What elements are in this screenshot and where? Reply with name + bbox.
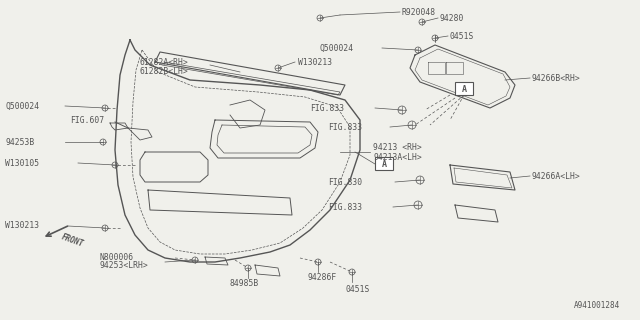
Text: 94213 <RH>: 94213 <RH> — [373, 142, 422, 151]
Text: 94253B: 94253B — [5, 138, 35, 147]
Text: 94280: 94280 — [440, 13, 465, 22]
Text: 94266B<RH>: 94266B<RH> — [532, 74, 580, 83]
FancyBboxPatch shape — [375, 157, 393, 170]
Text: FIG.833: FIG.833 — [328, 203, 362, 212]
Text: W130213: W130213 — [5, 221, 39, 230]
Text: W130105: W130105 — [5, 158, 39, 167]
Text: FRONT: FRONT — [60, 232, 85, 248]
Text: Q500024: Q500024 — [320, 44, 354, 52]
Text: 94266A<LH>: 94266A<LH> — [532, 172, 580, 180]
Text: R920048: R920048 — [402, 7, 436, 17]
Text: 0451S: 0451S — [450, 31, 474, 41]
Text: W130213: W130213 — [298, 58, 332, 67]
Text: FIG.833: FIG.833 — [310, 103, 344, 113]
FancyBboxPatch shape — [455, 82, 473, 95]
Text: FIG.830: FIG.830 — [328, 178, 362, 187]
Text: 0451S: 0451S — [345, 284, 369, 293]
Text: N800006: N800006 — [100, 252, 134, 261]
Text: A: A — [381, 159, 387, 169]
Text: 61282B<LH>: 61282B<LH> — [140, 67, 189, 76]
Text: 94253<LRH>: 94253<LRH> — [100, 261, 148, 270]
Text: 94286F: 94286F — [308, 274, 337, 283]
Text: Q500024: Q500024 — [5, 101, 39, 110]
Text: FIG.607: FIG.607 — [70, 116, 104, 124]
Text: 94213A<LH>: 94213A<LH> — [373, 153, 422, 162]
Text: 61282A<RH>: 61282A<RH> — [140, 58, 189, 67]
Text: A: A — [461, 84, 467, 93]
Text: A941001284: A941001284 — [573, 301, 620, 310]
Text: FIG.833: FIG.833 — [328, 123, 362, 132]
Text: 84985B: 84985B — [230, 279, 259, 289]
